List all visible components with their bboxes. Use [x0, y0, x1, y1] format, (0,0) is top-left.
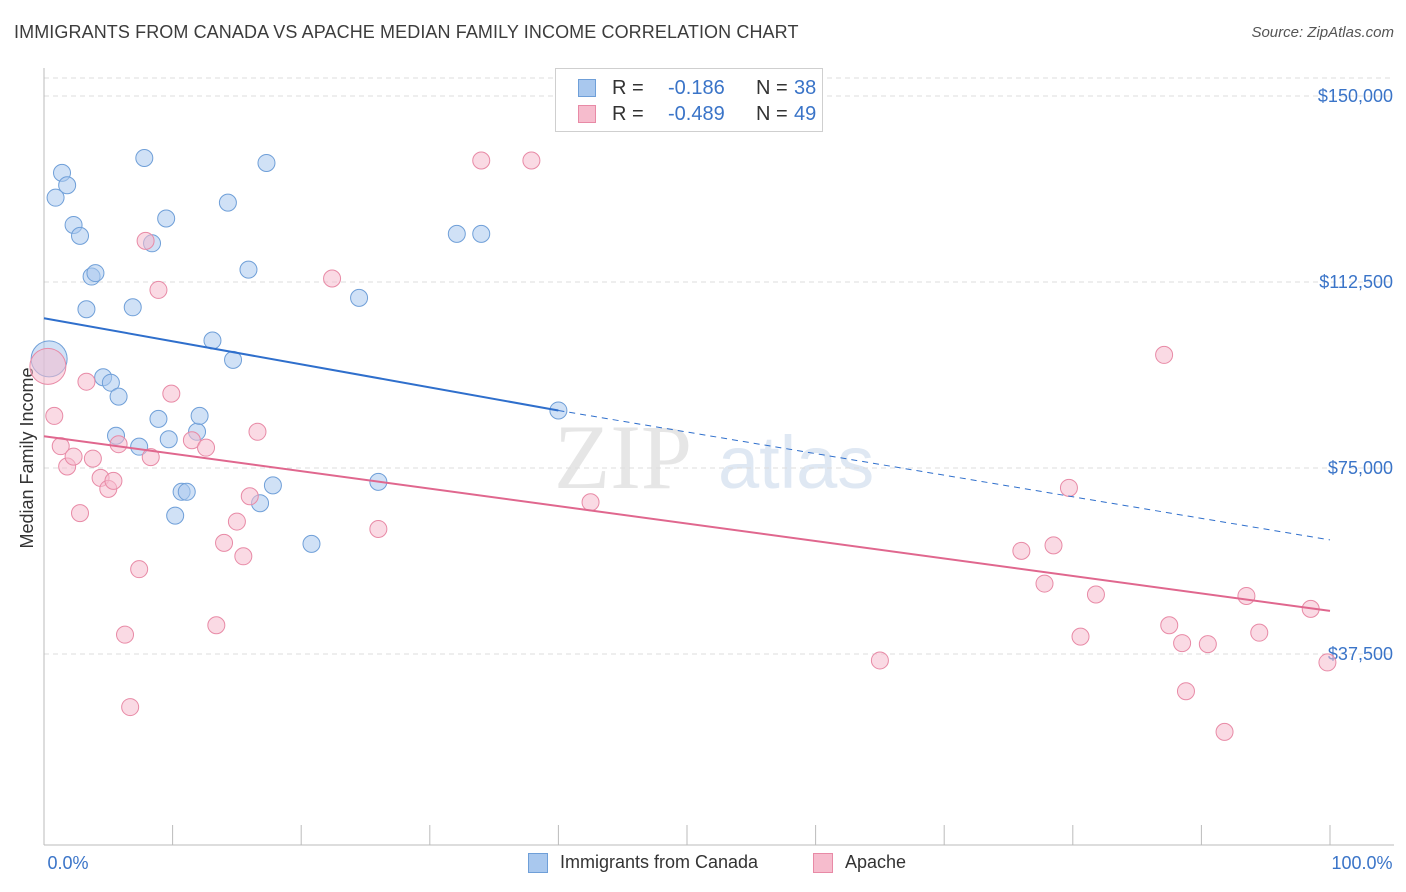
apache-point [29, 347, 67, 385]
canada-point [447, 224, 466, 243]
canada-point [239, 260, 258, 279]
canada-point [263, 476, 282, 495]
canada-point [159, 430, 178, 449]
apache-point [149, 280, 168, 299]
canada-point [77, 300, 96, 319]
x-tick-label: 0.0% [47, 853, 88, 873]
canada-legend-swatch [528, 853, 548, 873]
watermark-atlas: atlas [718, 421, 874, 504]
apache-point [136, 231, 155, 250]
canada-point [157, 209, 176, 228]
apache-point [1155, 345, 1174, 364]
apache-point [522, 151, 541, 170]
canada-point [58, 176, 77, 195]
n-label: N = [756, 77, 788, 99]
x-tick-label: 100.0% [1331, 853, 1392, 873]
canada-point [71, 226, 90, 245]
y-tick-label: $150,000 [1318, 86, 1393, 106]
apache-point [1160, 616, 1179, 635]
apache-point [248, 422, 267, 441]
apache-point [323, 269, 342, 288]
canada-point [177, 482, 196, 501]
apache-point [1059, 478, 1078, 497]
r-label: R = [612, 103, 644, 125]
y-axis-title: Median Family Income [17, 367, 37, 548]
apache-legend-swatch [813, 853, 833, 873]
canada-point [46, 188, 65, 207]
apache-point [1176, 682, 1195, 701]
apache-point [71, 504, 90, 523]
apache-point [109, 435, 128, 454]
apache-trendline [43, 435, 1331, 612]
apache-point [1250, 623, 1269, 642]
apache-point [207, 616, 226, 635]
apache-point [1173, 634, 1192, 653]
canada-point [166, 506, 185, 525]
canada-point [302, 534, 321, 553]
canada-point [190, 406, 209, 425]
canada-point [472, 224, 491, 243]
r-label: R = [612, 77, 644, 99]
apache-point [162, 384, 181, 403]
apache-point [1012, 541, 1031, 560]
apache-point [116, 625, 135, 644]
y-tick-label: $112,500 [1319, 272, 1393, 292]
apache-point [1198, 635, 1217, 654]
apache-point [104, 471, 123, 490]
apache-point [240, 487, 259, 506]
apache-point [130, 560, 149, 579]
apache-point [1086, 585, 1105, 604]
canada-point [101, 373, 120, 392]
apache-point [215, 533, 234, 552]
apache-point [1035, 574, 1054, 593]
apache-point [1215, 722, 1234, 741]
n-label: N = [756, 103, 788, 125]
apache-point [77, 372, 96, 391]
apache-point [45, 406, 64, 425]
stats-legend: R = -0.186 N = 38 R = -0.489 N = 49 [555, 68, 823, 132]
legend-label-canada: Immigrants from Canada [560, 852, 759, 872]
legend-label-apache: Apache [845, 852, 907, 872]
apache-point [182, 431, 201, 450]
y-tick-label: $75,000 [1328, 458, 1393, 478]
canada-point [218, 193, 237, 212]
chart-title: IMMIGRANTS FROM CANADA VS APACHE MEDIAN … [14, 22, 799, 42]
canada-point [109, 387, 128, 406]
apache-point [64, 447, 83, 466]
r-value: -0.489 [668, 103, 725, 125]
canada-trendline-extension [558, 409, 1331, 541]
apache-point [581, 493, 600, 512]
canada-point [350, 288, 369, 307]
apache-point [1318, 653, 1337, 672]
y-tick-label: $37,500 [1328, 644, 1393, 664]
n-value: 49 [794, 103, 817, 125]
apache-point [369, 520, 388, 539]
apache-point [83, 449, 102, 468]
apache-point [234, 547, 253, 566]
n-value: 38 [794, 77, 817, 99]
apache-point [197, 438, 216, 457]
apache-point [141, 448, 160, 467]
watermark-zip: ZIP [554, 406, 692, 508]
apache-swatch [578, 105, 596, 123]
canada-point [149, 409, 168, 428]
apache-point [1071, 627, 1090, 646]
canada-point [123, 298, 142, 317]
canada-swatch [578, 79, 596, 97]
apache-point [1044, 536, 1063, 555]
apache-point [472, 151, 491, 170]
apache-point [870, 651, 889, 670]
apache-point [227, 512, 246, 531]
r-value: -0.186 [668, 77, 725, 99]
canada-point [257, 153, 276, 172]
canada-trendline [43, 317, 559, 412]
apache-point [121, 698, 140, 717]
apache-point [1237, 586, 1256, 605]
source-label: Source: ZipAtlas.com [1251, 24, 1394, 41]
canada-point [135, 149, 154, 167]
canada-point [130, 437, 149, 456]
canada-point [86, 264, 105, 283]
